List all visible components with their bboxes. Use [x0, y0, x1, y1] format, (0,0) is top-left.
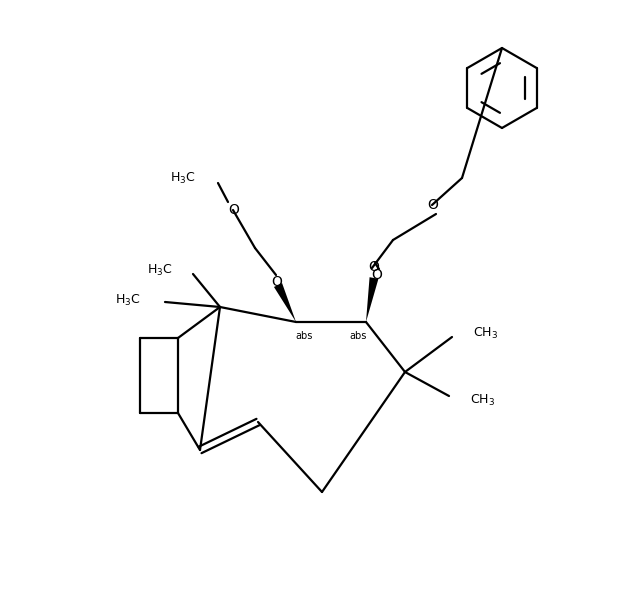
Polygon shape: [366, 277, 378, 322]
Text: O: O: [372, 268, 383, 282]
Text: O: O: [428, 198, 438, 212]
Text: abs: abs: [295, 331, 313, 341]
Text: H$_3$C: H$_3$C: [115, 292, 141, 308]
Text: O: O: [271, 275, 282, 289]
Text: H$_3$C: H$_3$C: [170, 171, 196, 186]
Text: CH$_3$: CH$_3$: [473, 326, 498, 341]
Text: O: O: [369, 260, 380, 274]
Text: H$_3$C: H$_3$C: [147, 262, 173, 277]
Text: O: O: [228, 203, 239, 217]
Text: CH$_3$: CH$_3$: [470, 393, 495, 408]
Text: abs: abs: [349, 331, 367, 341]
Polygon shape: [274, 283, 296, 322]
